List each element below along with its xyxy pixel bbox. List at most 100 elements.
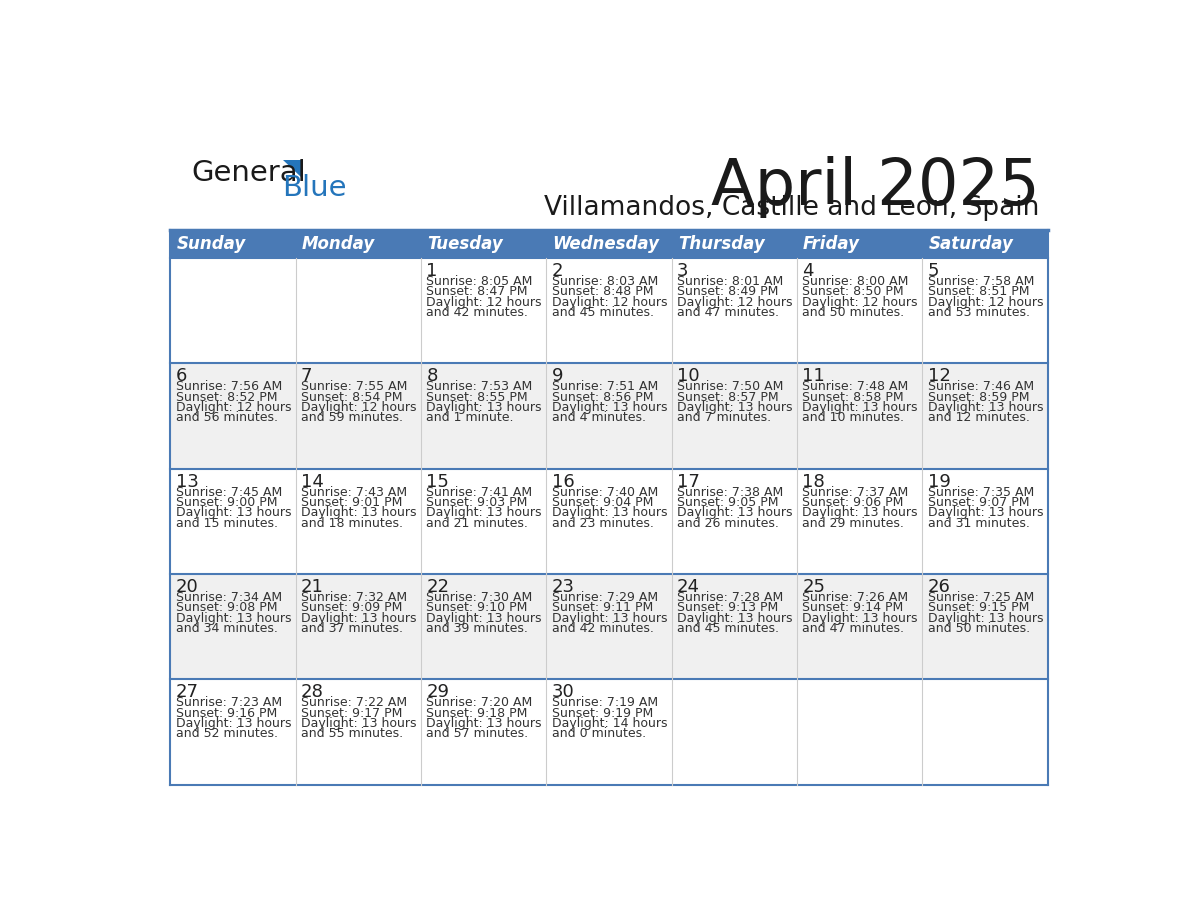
Text: Sunset: 9:15 PM: Sunset: 9:15 PM (928, 601, 1029, 614)
Text: Sunset: 9:01 PM: Sunset: 9:01 PM (301, 496, 403, 509)
Text: Sunrise: 7:55 AM: Sunrise: 7:55 AM (301, 380, 407, 393)
Text: Daylight: 14 hours: Daylight: 14 hours (551, 717, 668, 730)
Bar (546, 679, 671, 785)
Bar (922, 679, 1048, 785)
Bar (170, 364, 296, 469)
Text: Sunrise: 7:38 AM: Sunrise: 7:38 AM (677, 486, 783, 498)
Text: Sunrise: 8:03 AM: Sunrise: 8:03 AM (551, 274, 658, 288)
Text: 27: 27 (176, 683, 198, 701)
Text: Sunset: 8:48 PM: Sunset: 8:48 PM (551, 285, 653, 298)
Text: Daylight: 13 hours: Daylight: 13 hours (551, 401, 668, 414)
Text: and 12 minutes.: and 12 minutes. (928, 411, 1030, 424)
Text: Sunset: 8:59 PM: Sunset: 8:59 PM (928, 391, 1029, 404)
Text: and 4 minutes.: and 4 minutes. (551, 411, 645, 424)
Bar (296, 469, 421, 574)
Text: Sunset: 9:06 PM: Sunset: 9:06 PM (802, 496, 904, 509)
Text: and 42 minutes.: and 42 minutes. (551, 622, 653, 635)
Text: Sunset: 9:13 PM: Sunset: 9:13 PM (677, 601, 778, 614)
Text: Tuesday: Tuesday (426, 235, 503, 253)
Text: 5: 5 (928, 262, 939, 280)
Text: April 2025: April 2025 (710, 156, 1040, 218)
Text: 17: 17 (677, 473, 700, 490)
Text: and 55 minutes.: and 55 minutes. (301, 727, 403, 741)
Text: and 29 minutes.: and 29 minutes. (802, 517, 904, 530)
Bar (421, 364, 546, 469)
Bar (671, 469, 797, 574)
Bar (671, 364, 797, 469)
Text: Sunset: 9:14 PM: Sunset: 9:14 PM (802, 601, 904, 614)
Text: 23: 23 (551, 577, 575, 596)
Bar (296, 258, 421, 364)
Text: Daylight: 13 hours: Daylight: 13 hours (802, 401, 918, 414)
Text: 21: 21 (301, 577, 324, 596)
Text: Sunrise: 7:48 AM: Sunrise: 7:48 AM (802, 380, 909, 393)
Bar (797, 258, 922, 364)
Text: 16: 16 (551, 473, 574, 490)
Text: Sunset: 8:58 PM: Sunset: 8:58 PM (802, 391, 904, 404)
Text: Sunrise: 7:28 AM: Sunrise: 7:28 AM (677, 591, 783, 604)
Text: and 57 minutes.: and 57 minutes. (426, 727, 529, 741)
Text: General: General (191, 159, 305, 186)
Text: Sunset: 9:18 PM: Sunset: 9:18 PM (426, 707, 527, 720)
Bar (797, 230, 922, 258)
Text: 3: 3 (677, 262, 688, 280)
Text: Sunrise: 7:23 AM: Sunrise: 7:23 AM (176, 696, 282, 710)
Text: Daylight: 12 hours: Daylight: 12 hours (928, 296, 1043, 308)
Text: Sunset: 9:09 PM: Sunset: 9:09 PM (301, 601, 403, 614)
Text: and 23 minutes.: and 23 minutes. (551, 517, 653, 530)
Text: Daylight: 12 hours: Daylight: 12 hours (176, 401, 291, 414)
Bar (797, 364, 922, 469)
Text: and 59 minutes.: and 59 minutes. (301, 411, 403, 424)
Text: Sunset: 9:07 PM: Sunset: 9:07 PM (928, 496, 1029, 509)
Text: Sunrise: 8:00 AM: Sunrise: 8:00 AM (802, 274, 909, 288)
Text: Blue: Blue (283, 174, 347, 202)
Text: Daylight: 13 hours: Daylight: 13 hours (426, 611, 542, 625)
Text: 22: 22 (426, 577, 449, 596)
Text: Daylight: 13 hours: Daylight: 13 hours (928, 401, 1043, 414)
Text: Sunset: 8:51 PM: Sunset: 8:51 PM (928, 285, 1029, 298)
Text: 7: 7 (301, 367, 312, 386)
Text: 2: 2 (551, 262, 563, 280)
Text: Sunrise: 7:32 AM: Sunrise: 7:32 AM (301, 591, 407, 604)
Text: Sunrise: 7:43 AM: Sunrise: 7:43 AM (301, 486, 407, 498)
Text: and 34 minutes.: and 34 minutes. (176, 622, 278, 635)
Text: Sunset: 8:52 PM: Sunset: 8:52 PM (176, 391, 277, 404)
Bar (296, 574, 421, 679)
Bar (546, 364, 671, 469)
Text: Sunrise: 7:51 AM: Sunrise: 7:51 AM (551, 380, 658, 393)
Text: and 26 minutes.: and 26 minutes. (677, 517, 779, 530)
Bar (170, 679, 296, 785)
Text: Daylight: 13 hours: Daylight: 13 hours (301, 611, 417, 625)
Text: 12: 12 (928, 367, 950, 386)
Text: and 56 minutes.: and 56 minutes. (176, 411, 278, 424)
Text: Wednesday: Wednesday (552, 235, 659, 253)
Text: Sunset: 9:17 PM: Sunset: 9:17 PM (301, 707, 403, 720)
Text: 24: 24 (677, 577, 700, 596)
Text: and 52 minutes.: and 52 minutes. (176, 727, 278, 741)
Bar (421, 230, 546, 258)
Text: Sunrise: 7:25 AM: Sunrise: 7:25 AM (928, 591, 1034, 604)
Text: Daylight: 13 hours: Daylight: 13 hours (677, 611, 792, 625)
Text: Sunrise: 7:58 AM: Sunrise: 7:58 AM (928, 274, 1034, 288)
Text: and 42 minutes.: and 42 minutes. (426, 306, 529, 319)
Text: and 50 minutes.: and 50 minutes. (928, 622, 1030, 635)
Text: 25: 25 (802, 577, 826, 596)
Text: and 37 minutes.: and 37 minutes. (301, 622, 403, 635)
Bar (671, 230, 797, 258)
Bar (421, 469, 546, 574)
Text: Daylight: 13 hours: Daylight: 13 hours (802, 611, 918, 625)
Text: Sunrise: 7:29 AM: Sunrise: 7:29 AM (551, 591, 658, 604)
Bar (797, 679, 922, 785)
Text: Sunrise: 7:19 AM: Sunrise: 7:19 AM (551, 696, 658, 710)
Text: Daylight: 12 hours: Daylight: 12 hours (802, 296, 918, 308)
Text: Sunset: 8:56 PM: Sunset: 8:56 PM (551, 391, 653, 404)
Text: Sunset: 9:03 PM: Sunset: 9:03 PM (426, 496, 527, 509)
Bar (671, 574, 797, 679)
Text: Sunrise: 7:22 AM: Sunrise: 7:22 AM (301, 696, 407, 710)
Text: 1: 1 (426, 262, 437, 280)
Text: Daylight: 13 hours: Daylight: 13 hours (928, 611, 1043, 625)
Text: Daylight: 13 hours: Daylight: 13 hours (802, 507, 918, 520)
Text: Daylight: 13 hours: Daylight: 13 hours (551, 611, 668, 625)
Text: Sunset: 9:04 PM: Sunset: 9:04 PM (551, 496, 653, 509)
Text: 13: 13 (176, 473, 198, 490)
